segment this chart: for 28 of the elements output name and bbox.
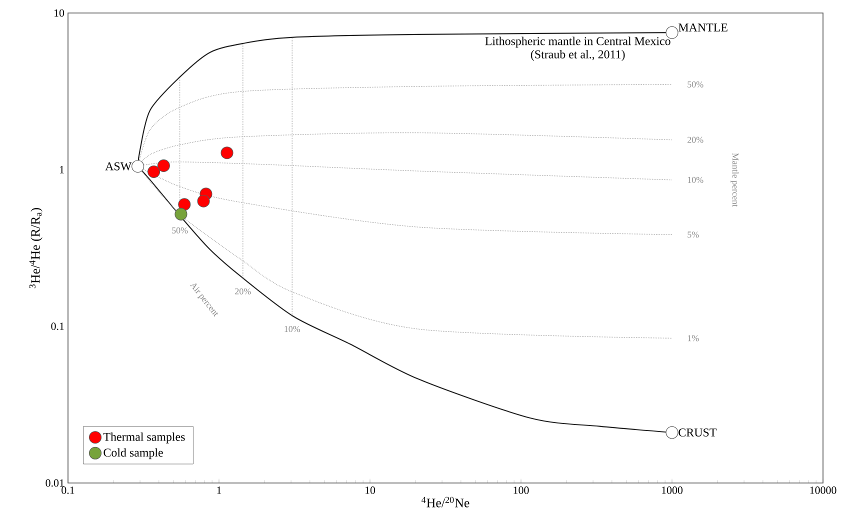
annotation: 20%: [688, 136, 704, 143]
x-tick-label: 1: [217, 486, 222, 494]
x-tick-label: 0.1: [62, 486, 74, 494]
annotation: 5%: [688, 232, 699, 238]
y-tick-label: 1: [60, 166, 64, 174]
y-tick-label: 0.01: [46, 479, 64, 487]
annotation: (Straub et al., 2011): [530, 50, 625, 61]
annotation: MANTLE: [678, 24, 728, 32]
annotation: Mantle percent: [730, 153, 739, 207]
annotation: 50%: [172, 227, 188, 234]
annotation: 10%: [284, 326, 300, 332]
legend-label: Cold sample: [104, 448, 163, 460]
x-tick-label: 100: [514, 486, 529, 494]
x-tick-label: 10000: [810, 486, 836, 494]
annotation: 50%: [688, 81, 704, 88]
annotation: Lithospheric mantle in Central Mexico: [485, 36, 670, 48]
x-axis-title: $^{4}$He/$^{20}$Ne: [421, 496, 470, 508]
x-tick-label: 1000: [662, 486, 683, 494]
annotation: CRUST: [678, 428, 717, 437]
annotation: 10%: [688, 176, 704, 183]
annotation: 1%: [688, 335, 699, 342]
y-tick-label: 0.1: [51, 322, 64, 330]
legend-label: Thermal samples: [103, 432, 185, 444]
y-axis-title: $^{3}$He/$^{4}$He (R/R$_{a}$): [29, 208, 42, 288]
x-tick-label: 10: [365, 486, 376, 494]
annotation: 20%: [235, 288, 251, 294]
annotation: ASW: [105, 162, 132, 170]
y-tick-label: 10: [54, 9, 64, 17]
